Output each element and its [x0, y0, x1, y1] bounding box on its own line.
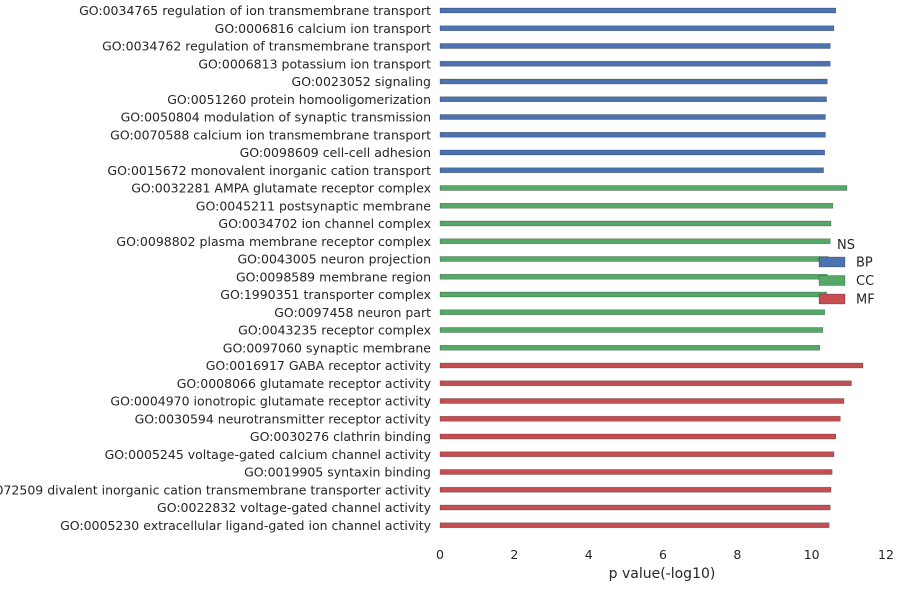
bar-cc: [439, 256, 829, 262]
y-tick-label: GO:0004970 ionotropic glutamate receptor…: [110, 394, 431, 409]
y-tick-label: GO:0006816 calcium ion transport: [215, 21, 431, 36]
bar-bp: [439, 25, 835, 32]
bar-mf: [439, 380, 852, 387]
y-tick-label: GO:0070588 calcium ion transmembrane tra…: [110, 127, 431, 142]
legend-swatch-mf: [818, 293, 846, 305]
y-tick-label: GO:0045211 postsynaptic membrane: [196, 198, 432, 213]
legend-label-bp: BP: [856, 256, 873, 271]
bar-mf: [439, 398, 845, 404]
x-tick-label: 8: [733, 547, 741, 562]
x-tick-label: 10: [804, 547, 820, 562]
y-tick-label: GO:0019905 syntaxin binding: [244, 465, 431, 480]
bar-mf: [439, 433, 837, 440]
y-tick-label: GO:0097458 neuron part: [274, 305, 431, 320]
bar-bp: [439, 78, 828, 85]
y-tick-label: GO:0032281 AMPA glutamate receptor compl…: [131, 181, 431, 196]
y-tick-label: GO:0006813 potassium ion transport: [198, 56, 431, 71]
y-tick-label: GO:0034762 regulation of transmembrane t…: [102, 39, 431, 54]
bar-mf: [439, 415, 841, 422]
bar-cc: [439, 238, 831, 245]
x-tick-labels: 0 2 4 6 8 10 12: [436, 547, 894, 562]
bar-mf: [439, 486, 832, 493]
y-tick-label: GO:0034765 regulation of ion transmembra…: [79, 3, 431, 18]
x-tick-label: 2: [510, 547, 518, 562]
x-tick-label: 6: [659, 547, 667, 562]
y-tick-label: GO:0005245 voltage-gated calcium channel…: [105, 447, 432, 462]
bar-mf: [439, 469, 833, 475]
y-tick-label: GO:0098589 membrane region: [236, 269, 431, 284]
x-tick-label: 4: [585, 547, 593, 562]
y-tick-label: GO:0023052 signaling: [292, 74, 431, 89]
x-tick-label: 0: [436, 547, 444, 562]
bar-bp: [439, 167, 824, 174]
bar-bp: [439, 114, 826, 120]
bar-bp: [439, 60, 831, 67]
y-tick-label: GO:0030594 neurotransmitter receptor act…: [135, 411, 432, 426]
bar-mf: [439, 522, 830, 529]
bar-mf: [439, 362, 864, 369]
y-tick-label: GO:0097060 synaptic membrane: [223, 340, 432, 355]
bar-cc: [439, 309, 825, 316]
bar-bp: [439, 131, 826, 138]
bar-cc: [439, 220, 832, 227]
bar-cc: [439, 344, 821, 351]
legend-swatch-bp: [818, 256, 846, 268]
bar-bp: [439, 96, 827, 103]
y-tick-label: GO:0043005 neuron projection: [237, 252, 431, 267]
y-tick-label: GO:0072509 divalent inorganic cation tra…: [0, 482, 432, 497]
bar-cc: [439, 202, 834, 209]
bar-bp: [439, 43, 831, 49]
y-tick-label: GO:0016917 GABA receptor activity: [206, 358, 432, 373]
bar-mf: [439, 451, 835, 458]
y-tick-label: GO:0043235 receptor complex: [238, 323, 431, 338]
y-tick-label: GO:1990351 transporter complex: [220, 287, 431, 302]
legend-label-mf: MF: [856, 293, 875, 308]
y-tick-label: GO:0034702 ion channel complex: [218, 216, 431, 231]
bar-bp: [439, 149, 825, 156]
y-tick-label: GO:0005230 extracellular ligand-gated io…: [60, 518, 432, 533]
y-tick-label: GO:0030276 clathrin binding: [250, 429, 431, 444]
x-tick-label: 12: [878, 547, 894, 562]
bar-cc: [439, 291, 827, 298]
bar-bp: [439, 7, 837, 14]
bars-layer: [439, 7, 864, 529]
bar-mf: [439, 504, 831, 511]
y-tick-labels: GO:0034765 regulation of ion transmembra…: [0, 3, 432, 533]
bar-cc: [439, 273, 828, 280]
bar-cc: [439, 185, 848, 191]
legend: NS BP CC MF: [818, 238, 875, 308]
y-tick-label: GO:0050804 modulation of synaptic transm…: [121, 110, 431, 125]
legend-label-cc: CC: [856, 274, 874, 289]
y-tick-label: GO:0098802 plasma membrane receptor comp…: [116, 234, 431, 249]
y-tick-label: GO:0098609 cell-cell adhesion: [240, 145, 431, 160]
legend-title: NS: [837, 238, 855, 253]
y-tick-label: GO:0015672 monovalent inorganic cation t…: [107, 163, 431, 178]
bar-cc: [439, 327, 824, 333]
x-axis-label: p value(-log10): [609, 566, 716, 582]
y-tick-label: GO:0008066 glutamate receptor activity: [177, 376, 432, 391]
y-tick-label: GO:0022832 voltage-gated channel activit…: [157, 500, 432, 515]
legend-swatch-cc: [818, 275, 846, 286]
y-tick-label: GO:0051260 protein homooligomerization: [167, 92, 431, 107]
